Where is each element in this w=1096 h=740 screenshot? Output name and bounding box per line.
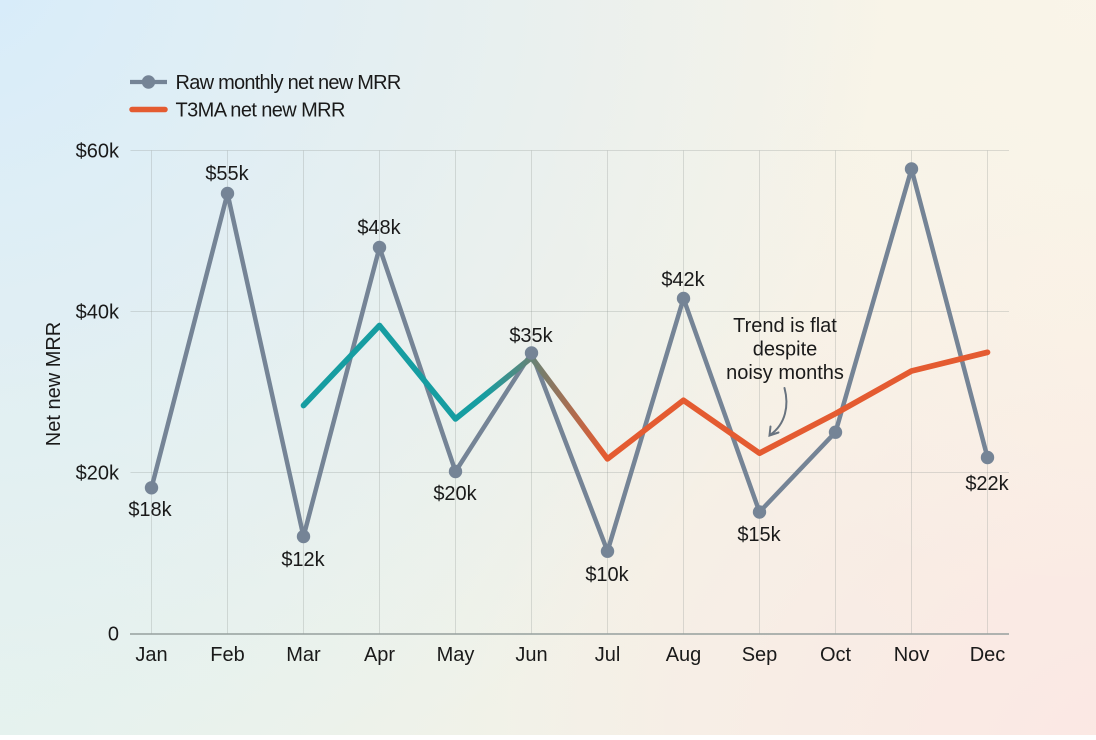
svg-text:$18k: $18k <box>128 499 172 521</box>
svg-text:Sep: Sep <box>742 644 778 666</box>
svg-text:$42k: $42k <box>661 269 705 291</box>
svg-text:$35k: $35k <box>509 325 553 347</box>
svg-text:despite: despite <box>753 338 818 360</box>
svg-text:Jul: Jul <box>595 644 621 666</box>
svg-text:$15k: $15k <box>737 524 781 546</box>
svg-text:Raw monthly net new MRR: Raw monthly net new MRR <box>176 72 401 94</box>
svg-text:Apr: Apr <box>364 644 395 666</box>
svg-text:noisy months: noisy months <box>726 362 844 384</box>
svg-text:$48k: $48k <box>357 217 401 239</box>
svg-text:0: 0 <box>108 624 119 646</box>
svg-text:May: May <box>437 644 475 666</box>
svg-text:$10k: $10k <box>585 564 629 586</box>
svg-text:T3MA net new MRR: T3MA net new MRR <box>176 100 346 122</box>
svg-text:Aug: Aug <box>666 644 702 666</box>
svg-text:Trend is flat: Trend is flat <box>733 315 837 337</box>
svg-text:Jan: Jan <box>135 644 167 666</box>
svg-text:$55k: $55k <box>205 163 249 185</box>
svg-text:Oct: Oct <box>820 644 852 666</box>
svg-text:$22k: $22k <box>965 473 1009 495</box>
svg-text:$40k: $40k <box>76 302 120 324</box>
svg-text:$12k: $12k <box>281 549 325 571</box>
svg-text:Dec: Dec <box>970 644 1006 666</box>
svg-text:Jun: Jun <box>515 644 547 666</box>
svg-text:$60k: $60k <box>76 141 120 163</box>
svg-text:Net new MRR: Net new MRR <box>43 322 65 446</box>
svg-text:Mar: Mar <box>286 644 321 666</box>
svg-text:Feb: Feb <box>210 644 244 666</box>
svg-text:$20k: $20k <box>433 483 477 505</box>
svg-text:Nov: Nov <box>894 644 930 666</box>
svg-text:$20k: $20k <box>76 463 120 485</box>
